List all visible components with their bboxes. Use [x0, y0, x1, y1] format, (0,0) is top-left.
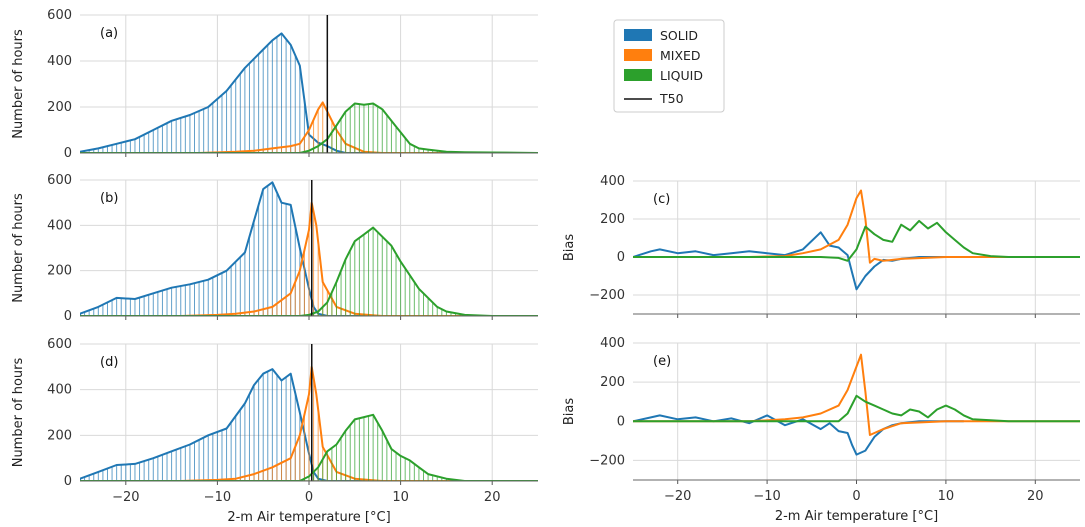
series-line-solid	[633, 231, 964, 291]
x-tick-label: 10	[938, 489, 955, 504]
y-tick-label: 0	[617, 414, 625, 429]
legend-label-t50: T50	[659, 91, 684, 106]
y-tick-label: 400	[600, 336, 625, 351]
y-tick-label: 600	[47, 337, 72, 352]
panel-label: (d)	[100, 355, 118, 370]
y-tick-label: 0	[64, 309, 72, 324]
panel-a: 0 200 400 600 (a) Number of hours	[11, 8, 538, 161]
plot-area	[80, 344, 538, 481]
x-axis-label: 2-m Air temperature [°C]	[227, 510, 390, 525]
panel-label: (b)	[100, 191, 118, 206]
legend-frame	[613, 19, 725, 113]
y-tick-label: 0	[64, 146, 72, 161]
y-tick-label: −200	[589, 453, 625, 468]
legend-label-liquid: LIQUID	[660, 68, 703, 83]
x-tick-label: 20	[484, 490, 501, 505]
x-axis-label: 2-m Air temperature [°C]	[775, 509, 938, 524]
series-line-liquid	[80, 413, 538, 481]
y-tick-label: −200	[589, 288, 625, 303]
x-tick-label: −20	[664, 489, 691, 504]
series-line-liquid	[633, 394, 1080, 423]
y-tick-label: 200	[47, 428, 72, 443]
y-axis-label: Number of hours	[11, 29, 26, 139]
x-tick-label: −10	[204, 490, 231, 505]
x-tick-label: 20	[1027, 489, 1044, 504]
y-tick-label: 600	[47, 173, 72, 188]
y-tick-label: 200	[600, 212, 625, 227]
x-tick-label: −10	[753, 489, 780, 504]
y-tick-label: 200	[600, 375, 625, 390]
y-tick-label: 600	[47, 8, 72, 23]
plot-area	[633, 189, 1080, 291]
y-axis-label: Bias	[562, 398, 577, 425]
series-line-liquid	[80, 226, 538, 316]
y-tick-label: 400	[47, 218, 72, 233]
panel-b: 0 200 400 600 (b) Number of hours	[11, 173, 538, 324]
plot-area	[633, 353, 1080, 456]
panel-label: (c)	[653, 192, 670, 207]
legend-label-solid: SOLID	[660, 28, 698, 43]
panel-c: −200 0 200 400 (c) Bias	[562, 174, 1080, 318]
x-tick-label: 10	[392, 490, 409, 505]
series-line-liquid	[80, 102, 538, 153]
y-tick-label: 200	[47, 100, 72, 115]
series-line-mixed	[633, 189, 1080, 264]
plot-area	[80, 15, 538, 153]
y-axis-label: Number of hours	[11, 193, 26, 303]
legend-swatch-solid	[624, 29, 652, 41]
x-tick-label: 0	[305, 490, 313, 505]
y-tick-label: 400	[47, 54, 72, 69]
legend-swatch-mixed	[624, 49, 652, 61]
y-tick-label: 0	[64, 474, 72, 489]
legend: SOLID MIXED LIQUID T50	[613, 19, 725, 113]
y-tick-label: 0	[617, 250, 625, 265]
x-tick-label: 0	[852, 489, 860, 504]
panel-e: −20 −10 0 10 20 −200 0 200 400 (e) Bias 2-m Air tem…	[562, 336, 1080, 524]
series-line-mixed	[633, 353, 1080, 436]
panel-label: (a)	[100, 26, 118, 41]
legend-label-mixed: MIXED	[660, 48, 701, 63]
y-tick-label: 400	[47, 383, 72, 398]
plot-area	[80, 180, 538, 316]
x-tick-label: −20	[112, 490, 139, 505]
series-line-liquid	[633, 219, 1080, 262]
y-tick-label: 400	[600, 174, 625, 189]
panel-label: (e)	[653, 354, 671, 369]
y-tick-label: 200	[47, 264, 72, 279]
y-axis-label: Number of hours	[11, 357, 26, 467]
legend-swatch-liquid	[624, 69, 652, 81]
y-axis-label: Bias	[562, 234, 577, 261]
